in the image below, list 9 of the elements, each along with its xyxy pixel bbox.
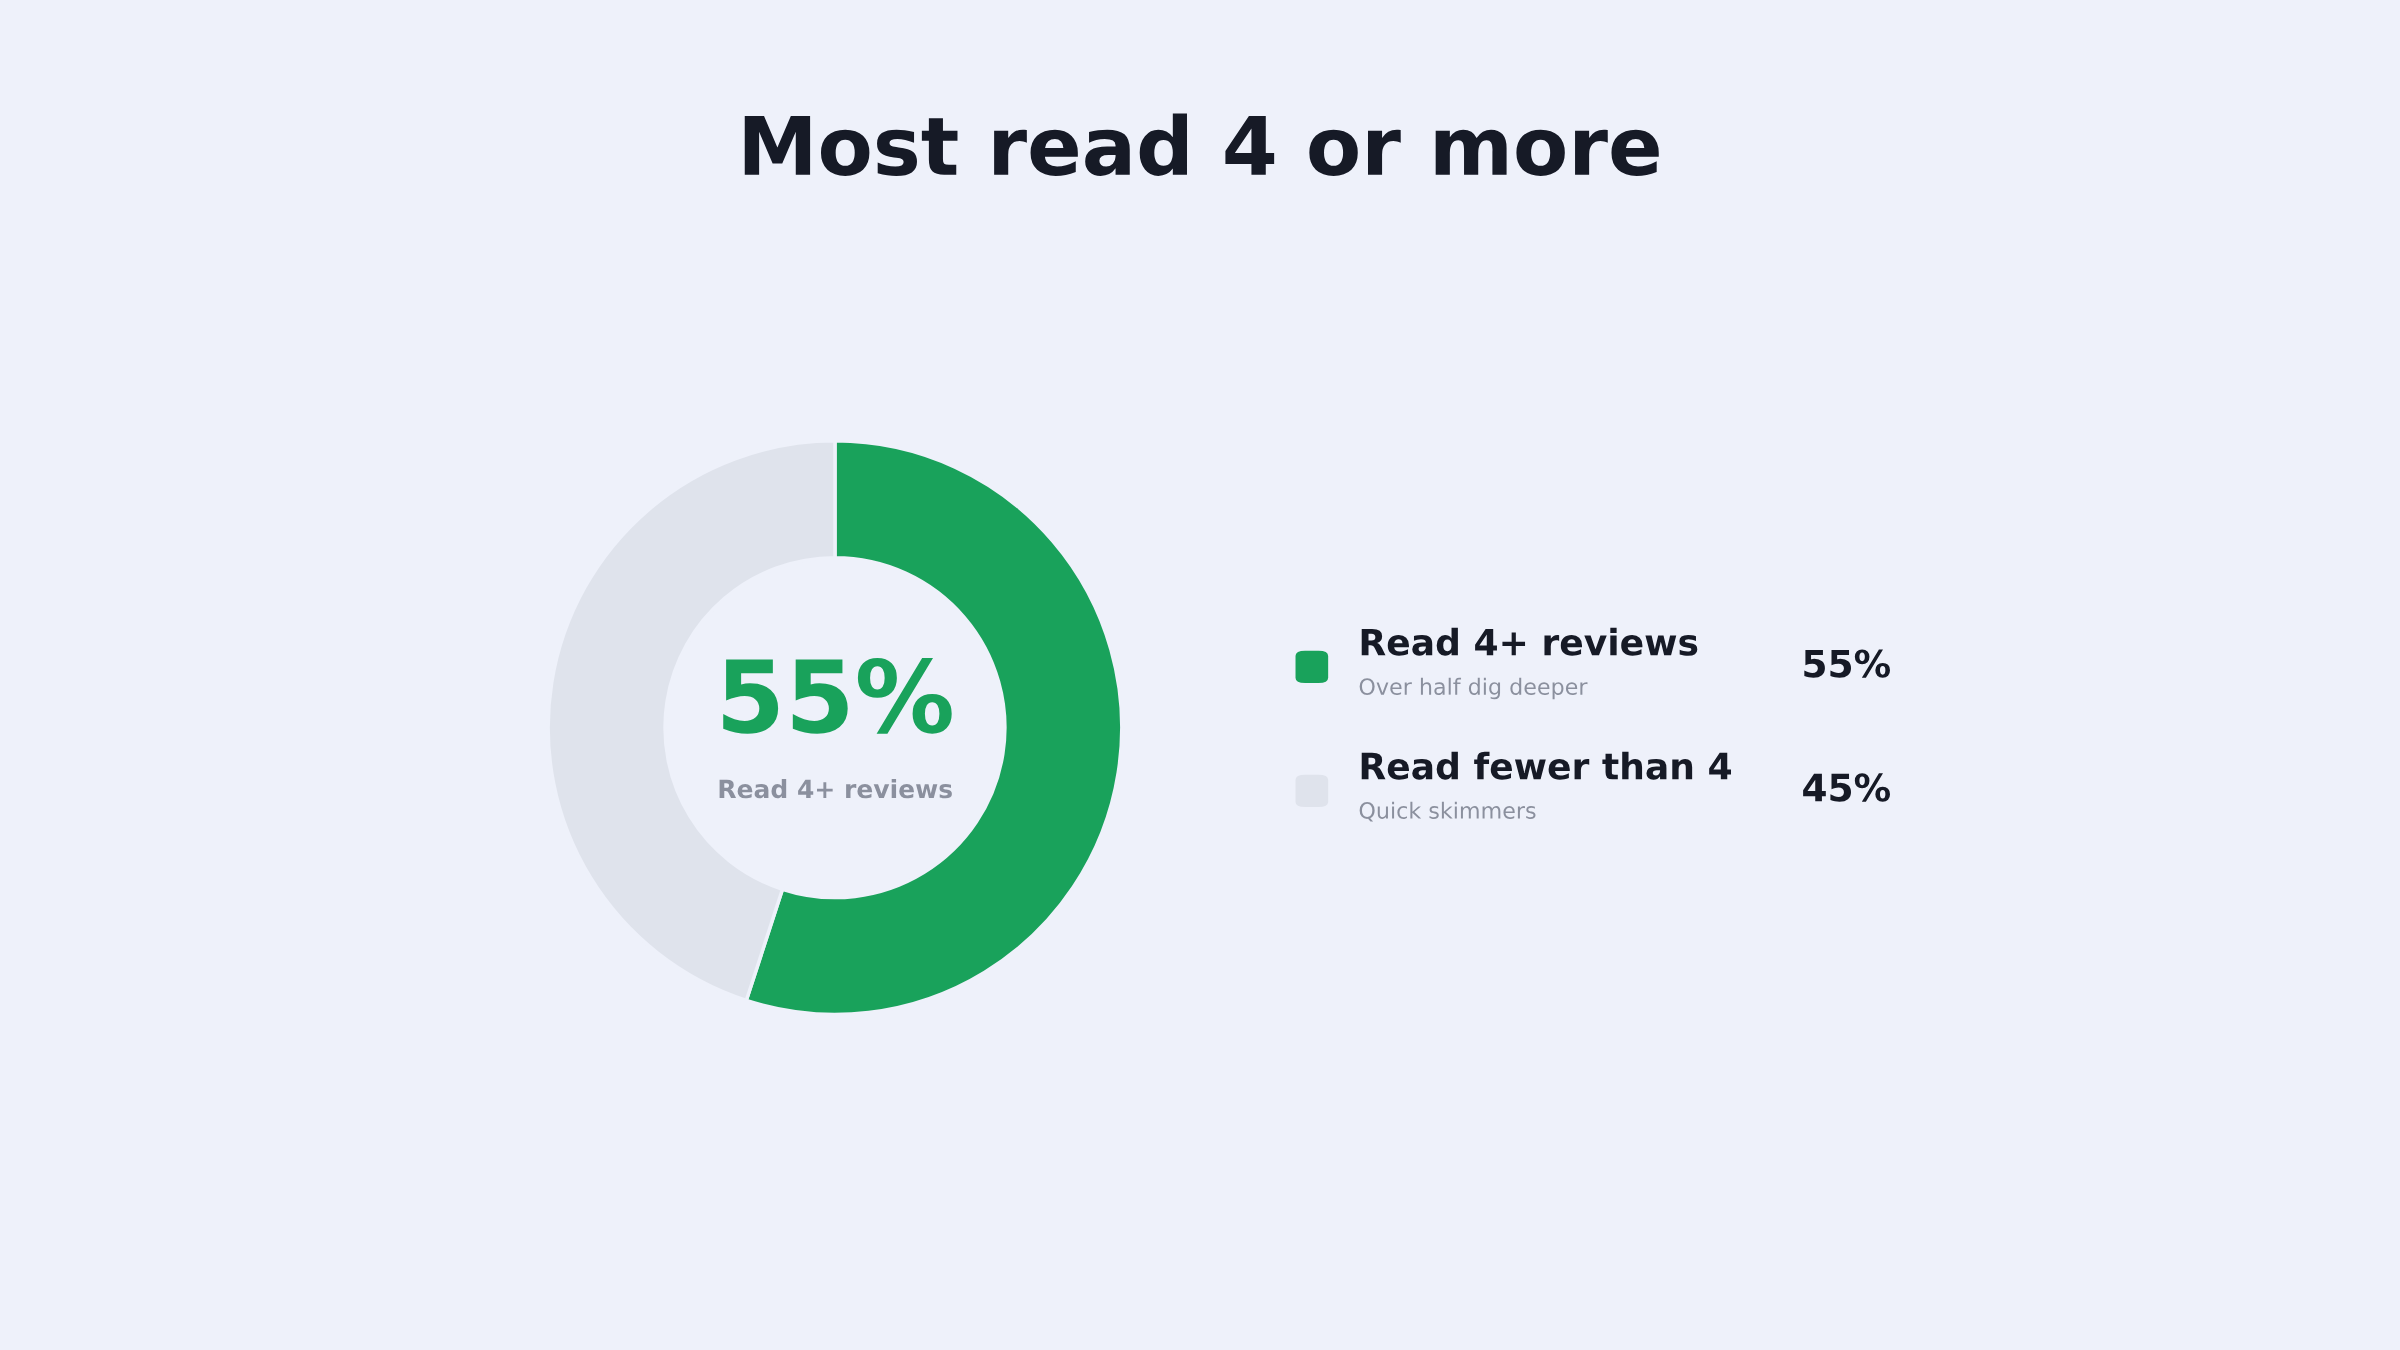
- legend-label: Read 4+ reviews: [1361, 627, 1698, 656]
- text: 55%: [723, 658, 952, 734]
- text: Quick skimmers: [1359, 801, 1536, 822]
- legend-label: Read fewer than 4: [1361, 751, 1732, 780]
- text: Over half dig deeper: [1359, 677, 1588, 700]
- data-label: 55%: [1804, 649, 1891, 678]
- data-label: 45%: [1803, 773, 1891, 802]
- chart-title: Most read 4 or more: [744, 113, 1659, 176]
- text: Read 4+ reviews: [719, 779, 952, 799]
